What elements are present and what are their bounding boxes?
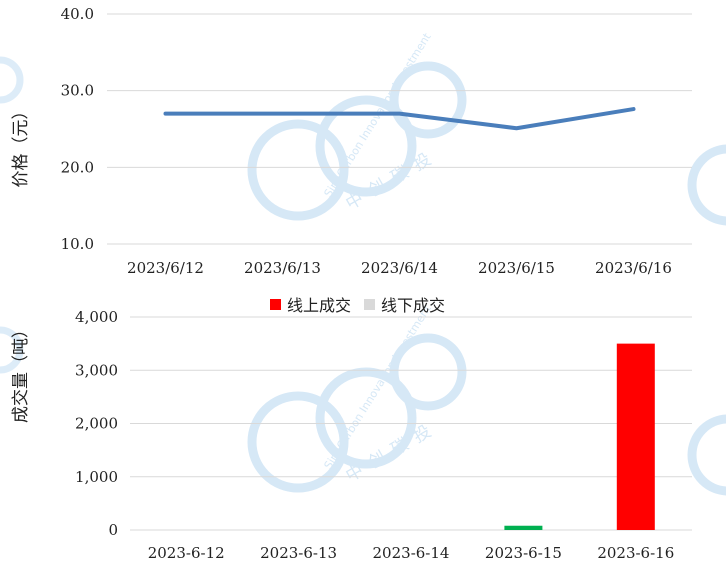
volume-x-tick-label: 2023-6-16 <box>597 544 674 562</box>
volume-x-tick-label: 2023-6-12 <box>148 544 225 562</box>
volume-legend: 线上成交 线下成交 <box>270 296 445 315</box>
watermark-ring <box>389 333 467 411</box>
legend-swatch-offline <box>364 299 375 310</box>
watermark-ring <box>315 367 417 469</box>
price-x-tick-label: 2023/6/14 <box>361 259 438 277</box>
watermark-ring <box>315 95 417 197</box>
price-line-chart: 10.020.030.040.0 2023/6/12 2023/6/13 2023/… <box>11 5 692 277</box>
volume-y-tick-label: 3,000 <box>75 361 118 379</box>
watermark-ring <box>687 414 726 496</box>
volume-y-tick-label: 2,000 <box>75 415 118 433</box>
volume-y-tick-label: 0 <box>108 521 118 539</box>
price-x-tick-label: 2023/6/13 <box>244 259 321 277</box>
price-y-axis-label: 价格（元） <box>11 103 31 188</box>
volume-x-tick-label: 2023-6-13 <box>260 544 337 562</box>
watermark-ring <box>247 119 349 221</box>
price-x-tick-label: 2023/6/15 <box>478 259 555 277</box>
volume-x-tick-label: 2023-6-15 <box>485 544 562 562</box>
price-gridlines <box>107 13 692 245</box>
legend-label-offline: 线下成交 <box>381 296 445 315</box>
volume-bars <box>504 343 655 530</box>
price-y-tick-label: 30.0 <box>61 82 94 100</box>
volume-gridlines <box>130 316 692 531</box>
legend-label-online: 线上成交 <box>287 296 351 315</box>
watermark-ring <box>0 326 24 374</box>
volume-y-axis-label: 成交量（吨） <box>11 321 31 423</box>
watermark-ring <box>687 144 726 226</box>
volume-x-tick-labels: 2023-6-12 2023-6-13 2023-6-14 2023-6-15 2023… <box>148 544 675 562</box>
volume-y-tick-label: 4,000 <box>75 308 118 326</box>
volume-x-tick-label: 2023-6-14 <box>373 544 450 562</box>
price-y-tick-labels: 10.0 20.0 30.0 40.0 <box>61 5 94 253</box>
volume-bar-highlight <box>504 525 543 530</box>
volume-y-tick-label: 1,000 <box>75 468 118 486</box>
price-y-tick-label: 40.0 <box>61 5 94 23</box>
price-y-tick-label: 10.0 <box>61 235 94 253</box>
watermark-ring <box>247 391 349 493</box>
price-x-tick-labels: 2023/6/12 2023/6/13 2023/6/14 2023/6/15 2023… <box>127 259 672 277</box>
legend-swatch-online <box>270 299 281 310</box>
price-x-tick-label: 2023/6/12 <box>127 259 204 277</box>
watermark-ring <box>0 56 24 104</box>
price-y-tick-label: 20.0 <box>61 158 94 176</box>
volume-y-tick-labels: 0 1,000 2,000 3,000 4,000 <box>75 308 118 539</box>
watermark-ring <box>389 61 467 139</box>
price-x-tick-label: 2023/6/16 <box>595 259 672 277</box>
volume-bar-chart: 0 1,000 2,000 3,000 4,000 2023-6-12 2023-6-13… <box>11 296 692 562</box>
price-series <box>163 107 636 131</box>
volume-bar <box>616 343 655 530</box>
